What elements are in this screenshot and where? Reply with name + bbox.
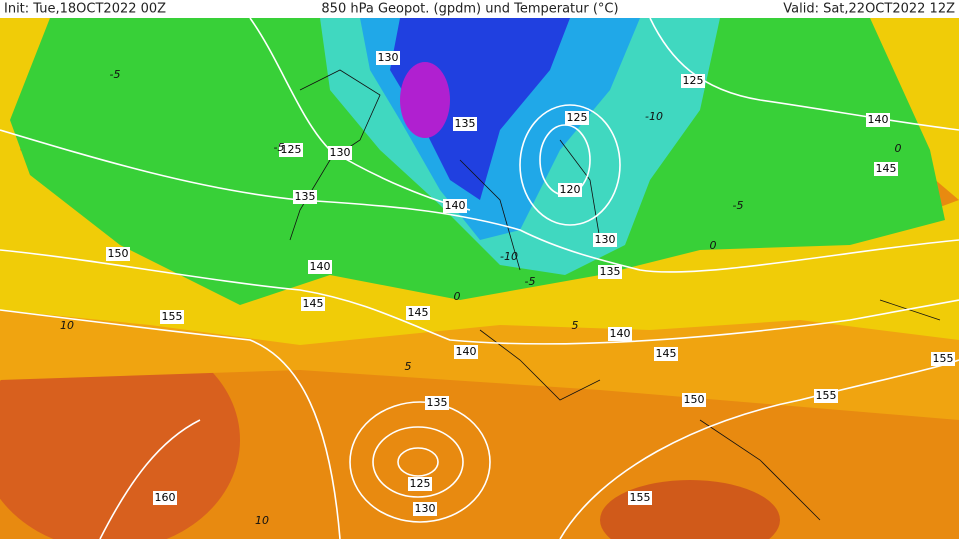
label-box	[160, 310, 184, 324]
header-bar	[0, 0, 959, 18]
label-box	[593, 233, 617, 247]
label-box	[453, 117, 477, 131]
label-box	[866, 113, 890, 127]
contour	[649, 17, 959, 131]
temperature-label: -5	[733, 199, 744, 212]
label-box	[301, 297, 325, 311]
temperature-label: -10	[500, 250, 518, 263]
label-box	[931, 352, 955, 366]
geopotential-label: 135	[427, 396, 448, 409]
init-time: Init: Tue,18OCT2022 00Z	[4, 2, 166, 17]
geopotential-label: 130	[330, 146, 351, 159]
contour	[372, 426, 464, 498]
geopotential-label: 155	[933, 352, 954, 365]
label-box	[565, 111, 589, 125]
label-box	[413, 502, 437, 516]
geopotential-label: 135	[295, 190, 316, 203]
temperature-label: 5	[572, 319, 579, 332]
label-box	[153, 491, 177, 505]
contour	[0, 249, 959, 345]
geopotential-label: 125	[410, 477, 431, 490]
temperature-label: -5	[110, 68, 121, 81]
temperature-label: 0	[895, 142, 902, 155]
geopotential-label: 125	[683, 74, 704, 87]
geopotential-label: 130	[415, 502, 436, 515]
temperature-label: 10	[60, 319, 74, 332]
temperature-label: 5	[405, 360, 412, 373]
valid-time: Valid: Sat,22OCT2022 12Z	[783, 2, 955, 17]
geopotential-contours	[0, 17, 959, 539]
contour	[0, 309, 341, 539]
geopotential-label: 145	[876, 162, 897, 175]
cold-core	[400, 62, 450, 138]
contour	[397, 447, 439, 477]
temperature-label: -5	[525, 275, 536, 288]
label-box	[598, 265, 622, 279]
geopotential-label: 140	[445, 199, 466, 212]
temperature-label: 10	[255, 514, 269, 527]
temperature-label: 0	[710, 239, 717, 252]
label-box	[558, 183, 582, 197]
label-box	[682, 393, 706, 407]
geopotential-label: 130	[595, 233, 616, 246]
label-box	[376, 51, 400, 65]
geopotential-label: 135	[455, 117, 476, 130]
label-box	[681, 74, 705, 88]
temperature-label: -10	[645, 110, 663, 123]
geopotential-label: 160	[155, 491, 176, 504]
geopotential-label: 120	[560, 183, 581, 196]
warm-area	[0, 330, 240, 539]
label-box	[628, 491, 652, 505]
label-box	[814, 389, 838, 403]
temp-band	[390, 18, 570, 200]
geopotential-label: 150	[684, 393, 705, 406]
geopotential-label: 140	[868, 113, 889, 126]
label-box	[425, 396, 449, 410]
geopotential-label: 145	[303, 297, 324, 310]
geopotential-label: 155	[816, 389, 837, 402]
contour	[519, 104, 621, 226]
label-box	[443, 199, 467, 213]
geopotential-label: 145	[408, 306, 429, 319]
label-box	[406, 306, 430, 320]
geopotential-label: 150	[108, 247, 129, 260]
label-box	[408, 477, 432, 491]
geopotential-label: 140	[456, 345, 477, 358]
label-box	[293, 190, 317, 204]
label-box	[106, 247, 130, 261]
label-box	[454, 345, 478, 359]
label-box	[874, 162, 898, 176]
contour	[99, 419, 201, 539]
contour	[0, 129, 959, 273]
geopotential-label: 155	[162, 310, 183, 323]
temperature-label: 0	[454, 290, 461, 303]
label-box	[308, 260, 332, 274]
label-box	[328, 146, 352, 160]
geopotential-label: 125	[281, 143, 302, 156]
geopotential-label: 125	[567, 111, 588, 124]
geopotential-label: 145	[656, 347, 677, 360]
map-title: 850 hPa Geopot. (gpdm) und Temperatur (°…	[321, 2, 618, 17]
label-box	[654, 347, 678, 361]
contour	[349, 401, 491, 523]
label-box	[279, 143, 303, 157]
geopotential-label: 140	[610, 327, 631, 340]
geopotential-label: 130	[378, 51, 399, 64]
temp-band	[0, 18, 959, 345]
geopotential-label: 155	[630, 491, 651, 504]
temperature-label: -5	[274, 141, 285, 154]
label-box	[608, 327, 632, 341]
coastline	[289, 69, 941, 521]
geopotential-label: 140	[310, 260, 331, 273]
contour	[559, 359, 959, 539]
geopotential-label: 135	[600, 265, 621, 278]
